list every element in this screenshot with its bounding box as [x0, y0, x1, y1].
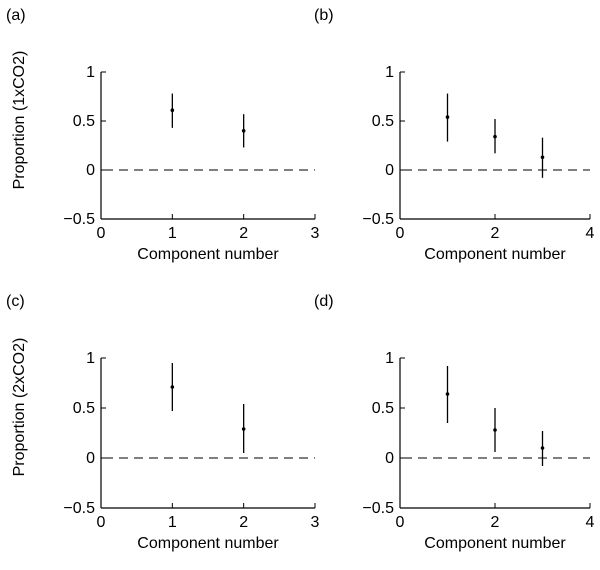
x-tick-label: 0 — [97, 225, 106, 242]
y-tick-label: 0.5 — [73, 400, 95, 417]
data-point — [170, 385, 175, 389]
x-tick-label: 1 — [168, 514, 177, 531]
y-tick-label: 1 — [86, 64, 95, 81]
x-tick-label: 1 — [168, 225, 177, 242]
row-labels: Proportion (1xCO2) Proportion (2xCO2) — [11, 51, 28, 477]
row-label-bottom: Proportion (2xCO2) — [11, 338, 28, 477]
panel-label: (b) — [314, 7, 334, 24]
y-tick-label: 0 — [86, 450, 95, 467]
panel-label: (c) — [6, 293, 25, 310]
y-tick-label: −0.5 — [63, 211, 95, 228]
x-axis-title: Component number — [137, 535, 279, 552]
y-tick-label: 0.5 — [372, 113, 394, 130]
y-tick-label: −0.5 — [362, 211, 394, 228]
data-point — [493, 134, 497, 139]
panel-label: (a) — [6, 7, 26, 24]
x-tick-label: 3 — [311, 225, 320, 242]
data-point — [445, 115, 450, 119]
x-tick-label: 0 — [97, 514, 106, 531]
data-point — [170, 108, 175, 113]
y-tick-label: 1 — [385, 64, 394, 81]
y-tick-label: 0.5 — [372, 400, 394, 417]
x-tick-label: 4 — [586, 225, 595, 242]
x-tick-label: 4 — [586, 514, 595, 531]
x-tick-label: 3 — [311, 514, 320, 531]
data-point — [445, 392, 450, 396]
y-tick-label: −0.5 — [362, 500, 394, 517]
row-label-top: Proportion (1xCO2) — [11, 51, 28, 190]
y-tick-label: 0 — [385, 450, 394, 467]
y-tick-label: 0 — [385, 162, 394, 179]
x-tick-label: 2 — [239, 225, 248, 242]
data-point — [241, 427, 246, 431]
data-point — [493, 428, 497, 432]
data-point — [241, 129, 246, 133]
y-tick-label: 0.5 — [73, 113, 95, 130]
y-tick-label: 1 — [86, 350, 95, 367]
x-tick-label: 0 — [396, 225, 405, 242]
x-axis-title: Component number — [137, 246, 279, 263]
x-tick-label: 2 — [239, 514, 248, 531]
data-point — [540, 446, 545, 450]
x-axis-title: Component number — [424, 535, 566, 552]
y-tick-label: 1 — [385, 350, 394, 367]
x-tick-label: 2 — [491, 225, 500, 242]
x-tick-label: 0 — [396, 514, 405, 531]
data-point — [540, 155, 545, 160]
y-tick-label: −0.5 — [63, 500, 95, 517]
y-tick-label: 0 — [86, 162, 95, 179]
x-tick-label: 2 — [491, 514, 500, 531]
panel-label: (d) — [314, 293, 334, 310]
x-axis-title: Component number — [424, 246, 566, 263]
